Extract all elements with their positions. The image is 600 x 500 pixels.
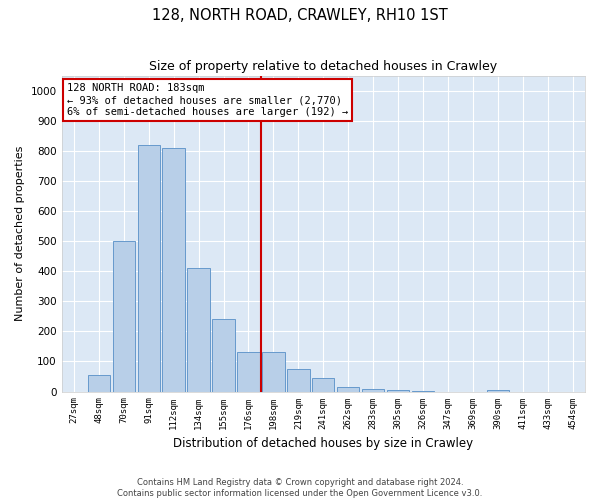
Bar <box>212 320 235 392</box>
X-axis label: Distribution of detached houses by size in Crawley: Distribution of detached houses by size … <box>173 437 473 450</box>
Text: 128 NORTH ROAD: 183sqm
← 93% of detached houses are smaller (2,770)
6% of semi-d: 128 NORTH ROAD: 183sqm ← 93% of detached… <box>67 84 348 116</box>
Bar <box>163 148 185 392</box>
Bar <box>412 391 434 392</box>
Title: Size of property relative to detached houses in Crawley: Size of property relative to detached ho… <box>149 60 497 73</box>
Y-axis label: Number of detached properties: Number of detached properties <box>15 146 25 321</box>
Bar <box>187 268 210 392</box>
Bar <box>362 388 385 392</box>
Bar <box>487 390 509 392</box>
Text: Contains HM Land Registry data © Crown copyright and database right 2024.
Contai: Contains HM Land Registry data © Crown c… <box>118 478 482 498</box>
Bar <box>337 387 359 392</box>
Bar <box>262 352 284 392</box>
Text: 128, NORTH ROAD, CRAWLEY, RH10 1ST: 128, NORTH ROAD, CRAWLEY, RH10 1ST <box>152 8 448 22</box>
Bar <box>387 390 409 392</box>
Bar <box>137 145 160 392</box>
Bar <box>237 352 260 392</box>
Bar <box>312 378 334 392</box>
Bar <box>113 241 135 392</box>
Bar <box>287 369 310 392</box>
Bar <box>88 375 110 392</box>
